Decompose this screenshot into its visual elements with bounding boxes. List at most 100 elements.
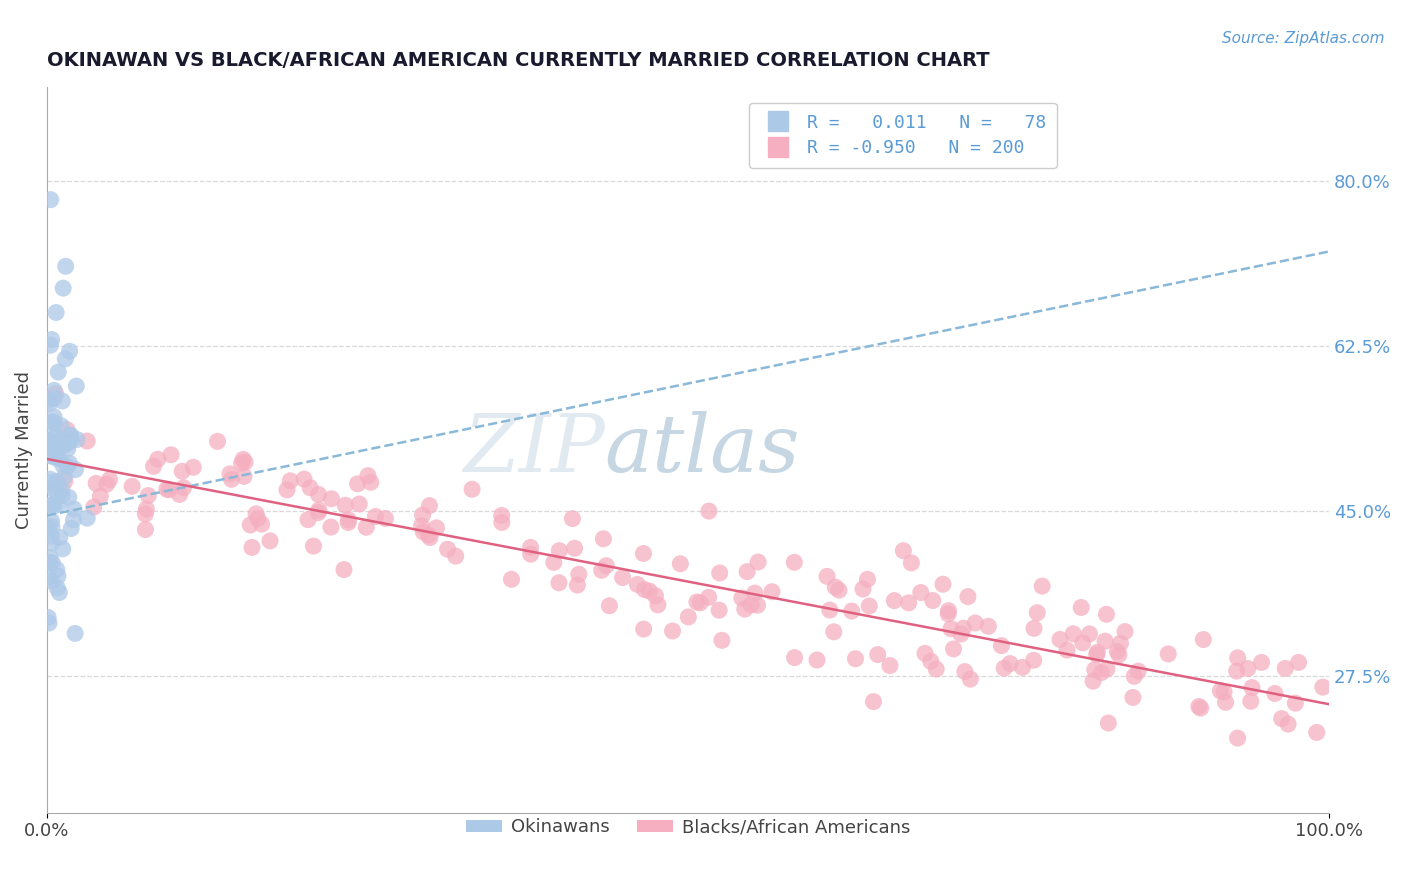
Point [335, 498, 357, 512]
Point [49, 433, 72, 447]
Point [58, 491, 80, 505]
Point [1122, 690, 1144, 705]
Point [62, 513, 84, 527]
Point [41, 333, 63, 347]
Point [1109, 636, 1132, 650]
Point [436, 542, 458, 557]
Point [977, 619, 1000, 633]
Point [1209, 683, 1232, 698]
Point [921, 593, 943, 607]
Point [1022, 621, 1045, 635]
Point [38, 393, 60, 408]
Point [41, 514, 63, 528]
Point [121, 479, 143, 493]
Y-axis label: Currently Married: Currently Married [15, 370, 32, 529]
Point [76, 434, 98, 448]
Point [37, 435, 59, 450]
Point [900, 556, 922, 570]
Point [146, 452, 169, 467]
Point [56, 442, 79, 456]
Point [828, 583, 851, 598]
Point [346, 476, 368, 491]
Point [364, 509, 387, 524]
Point [1070, 600, 1092, 615]
Point [45, 562, 67, 576]
Point [697, 504, 720, 518]
Point [1095, 662, 1118, 676]
Point [41, 556, 63, 570]
Point [707, 603, 730, 617]
Point [337, 513, 360, 527]
Point [1288, 656, 1310, 670]
Point [239, 518, 262, 533]
Point [308, 487, 330, 501]
Point [38, 521, 60, 535]
Point [41, 536, 63, 550]
Point [39, 498, 62, 512]
Point [1062, 626, 1084, 640]
Point [710, 633, 733, 648]
Point [638, 584, 661, 599]
Point [65, 379, 87, 393]
Point [51, 418, 73, 433]
Point [914, 646, 936, 660]
Point [51, 483, 73, 497]
Point [219, 467, 242, 481]
Point [761, 584, 783, 599]
Point [678, 610, 700, 624]
Point [419, 531, 441, 545]
Point [491, 516, 513, 530]
Point [51, 488, 73, 502]
Point [66, 433, 89, 447]
Point [783, 555, 806, 569]
Point [491, 508, 513, 523]
Point [1026, 606, 1049, 620]
Point [52, 541, 75, 556]
Point [879, 658, 901, 673]
Point [1022, 653, 1045, 667]
Point [568, 567, 591, 582]
Point [38, 396, 60, 410]
Point [44, 484, 66, 499]
Point [83, 500, 105, 514]
Point [661, 624, 683, 638]
Point [42, 384, 65, 398]
Point [543, 555, 565, 569]
Point [39, 472, 62, 486]
Point [519, 541, 541, 555]
Point [96, 477, 118, 491]
Point [89, 489, 111, 503]
Point [52, 458, 75, 473]
Point [1084, 663, 1107, 677]
Point [731, 591, 754, 605]
Point [39, 550, 62, 565]
Point [181, 460, 204, 475]
Point [59, 344, 82, 359]
Point [1097, 716, 1119, 731]
Point [1226, 731, 1249, 745]
Text: Source: ZipAtlas.com: Source: ZipAtlas.com [1222, 31, 1385, 46]
Point [333, 563, 356, 577]
Point [740, 598, 762, 612]
Point [1188, 699, 1211, 714]
Point [156, 482, 179, 496]
Point [548, 575, 571, 590]
Point [49, 530, 72, 544]
Point [63, 502, 86, 516]
Point [98, 473, 121, 487]
Point [299, 481, 322, 495]
Point [932, 577, 955, 591]
Point [953, 665, 976, 679]
Point [1108, 648, 1130, 662]
Point [883, 593, 905, 607]
Point [38, 555, 60, 569]
Point [278, 474, 301, 488]
Point [42, 497, 65, 511]
Point [42, 416, 65, 430]
Point [1107, 644, 1129, 658]
Point [374, 511, 396, 525]
Point [65, 463, 87, 477]
Point [232, 452, 254, 467]
Point [747, 555, 769, 569]
Point [644, 589, 666, 603]
